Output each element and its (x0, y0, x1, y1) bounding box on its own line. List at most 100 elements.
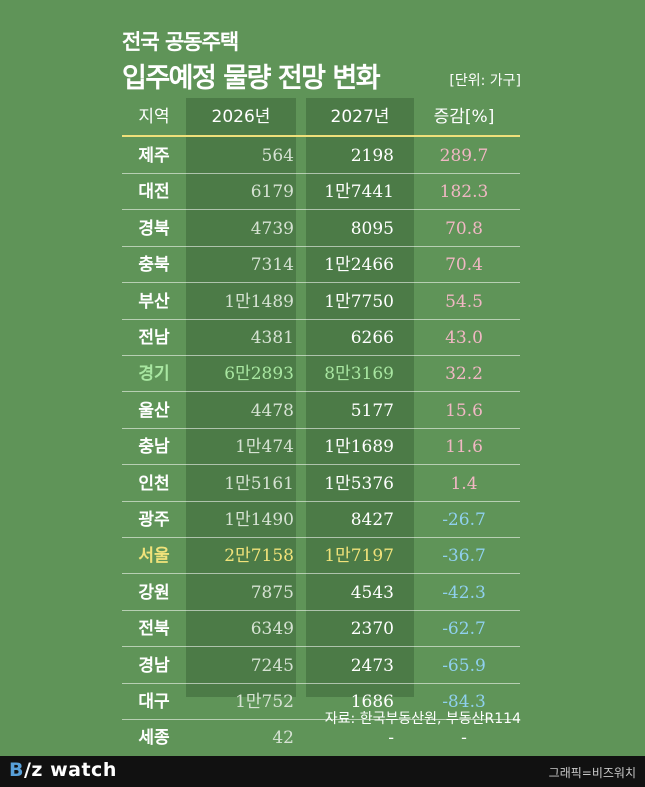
row-separator (122, 282, 520, 284)
table-row: 세종 42 - - (122, 720, 520, 756)
value-2026-cell: 1만1489 (224, 291, 294, 312)
header-2026: 2026년 (211, 107, 271, 127)
header-region: 지역 (138, 107, 170, 127)
value-2026-cell: 4739 (250, 218, 294, 239)
region-cell: 충남 (138, 437, 170, 458)
value-2027-cell: 1만1689 (324, 437, 394, 458)
value-2027-cell: 1만7197 (324, 546, 394, 567)
table-row: 서울 2만7158 1만7197 -36.7 (122, 538, 520, 575)
change-cell: 182.3 (439, 182, 489, 203)
table-row: 대전 6179 1만7441 182.3 (122, 174, 520, 211)
change-cell: - (461, 728, 467, 749)
region-cell: 전남 (138, 328, 170, 348)
table-row: 대구 1만752 1686 -84.3 (122, 684, 520, 720)
value-2026-cell: 2만7158 (224, 546, 294, 567)
row-separator (122, 719, 520, 720)
change-cell: -65.9 (442, 655, 486, 676)
region-cell: 경기 (138, 364, 170, 385)
header-2027: 2027년 (330, 107, 390, 127)
region-cell: 인천 (138, 473, 170, 494)
graphic-credit: 그래픽=비즈워치 (548, 766, 636, 780)
change-cell: 15.6 (445, 400, 483, 421)
value-2026-cell: 564 (261, 146, 294, 166)
row-separator (122, 609, 520, 611)
value-2026-cell: 1만474 (235, 437, 294, 458)
value-2027-cell: - (388, 728, 394, 749)
change-cell: 70.4 (445, 255, 483, 276)
value-2026-cell: 6만2893 (224, 364, 294, 385)
row-separator (122, 500, 520, 502)
source-note: 자료: 한국부동산원, 부동산R114 (324, 711, 521, 727)
change-cell: 11.6 (445, 437, 483, 458)
value-2027-cell: 1만7750 (324, 291, 394, 312)
table-row: 충남 1만474 1만1689 11.6 (122, 429, 520, 466)
value-2027-cell: 6266 (350, 328, 394, 348)
table-row: 경북 4739 8095 70.8 (122, 211, 520, 247)
column-band-2027 (306, 98, 414, 697)
row-separator (122, 245, 520, 247)
region-cell: 세종 (138, 728, 170, 749)
value-2026-cell: 1만752 (235, 692, 294, 712)
change-cell: -36.7 (442, 546, 486, 567)
value-2026-cell: 42 (272, 728, 294, 749)
value-2027-cell: 1만5376 (324, 473, 394, 494)
table-row: 광주 1만1490 8427 -26.7 (122, 502, 520, 538)
table-row: 제주 564 2198 289.7 (122, 138, 520, 174)
change-cell: -62.7 (442, 619, 486, 640)
table-row: 강원 7875 4543 -42.3 (122, 575, 520, 611)
column-band-2026 (186, 98, 296, 697)
row-separator (122, 646, 520, 648)
change-cell: 43.0 (445, 328, 483, 348)
value-2026-cell: 7875 (250, 582, 294, 603)
logo-b: B (9, 759, 24, 781)
value-2026-cell: 1만5161 (224, 473, 294, 494)
region-cell: 부산 (138, 291, 170, 312)
value-2026-cell: 4478 (250, 400, 294, 421)
header-change: 증감[%] (433, 107, 495, 127)
region-cell: 광주 (138, 510, 170, 530)
table-row: 울산 4478 5177 15.6 (122, 393, 520, 429)
value-2027-cell: 4543 (350, 582, 394, 603)
footer-bar: B/z watch 그래픽=비즈워치 (0, 756, 645, 787)
row-separator (122, 464, 520, 466)
region-cell: 제주 (138, 146, 170, 166)
value-2027-cell: 8만3169 (324, 364, 394, 385)
value-2026-cell: 6349 (250, 619, 294, 640)
change-cell: -26.7 (442, 510, 486, 530)
value-2027-cell: 1만7441 (324, 182, 394, 203)
change-cell: 70.8 (445, 218, 483, 239)
table-row: 부산 1만1489 1만7750 54.5 (122, 284, 520, 320)
region-cell: 대전 (138, 182, 170, 203)
change-cell: 54.5 (445, 291, 483, 312)
row-separator (122, 355, 520, 356)
value-2027-cell: 8427 (350, 510, 394, 530)
value-2027-cell: 2198 (350, 146, 394, 166)
value-2026-cell: 7245 (250, 655, 294, 676)
value-2027-cell: 1만2466 (324, 255, 394, 276)
logo-text: /z watch (23, 759, 117, 781)
region-cell: 대구 (138, 692, 170, 712)
region-cell: 충북 (138, 255, 170, 276)
value-2027-cell: 8095 (350, 218, 394, 239)
region-cell: 전북 (138, 619, 170, 640)
table-row: 경기 6만2893 8만3169 32.2 (122, 356, 520, 393)
value-2027-cell: 2473 (350, 655, 394, 676)
change-cell: -84.3 (442, 692, 486, 712)
value-2026-cell: 7314 (250, 255, 294, 276)
row-separator (122, 427, 520, 429)
row-separator (122, 573, 520, 575)
region-cell: 경북 (138, 218, 170, 239)
change-cell: -42.3 (442, 582, 486, 603)
row-separator (122, 682, 520, 684)
bizwatch-logo: B/z watch (9, 759, 117, 781)
value-2027-cell: 5177 (350, 400, 394, 421)
value-2027-cell: 2370 (350, 619, 394, 640)
table-row: 전북 6349 2370 -62.7 (122, 611, 520, 648)
row-separator (122, 318, 520, 320)
change-cell: 1.4 (450, 473, 478, 494)
value-2026-cell: 4381 (250, 328, 294, 348)
change-cell: 32.2 (445, 364, 483, 385)
row-separator (122, 391, 520, 393)
value-2026-cell: 6179 (250, 182, 294, 203)
value-2026-cell: 1만1490 (224, 510, 294, 530)
